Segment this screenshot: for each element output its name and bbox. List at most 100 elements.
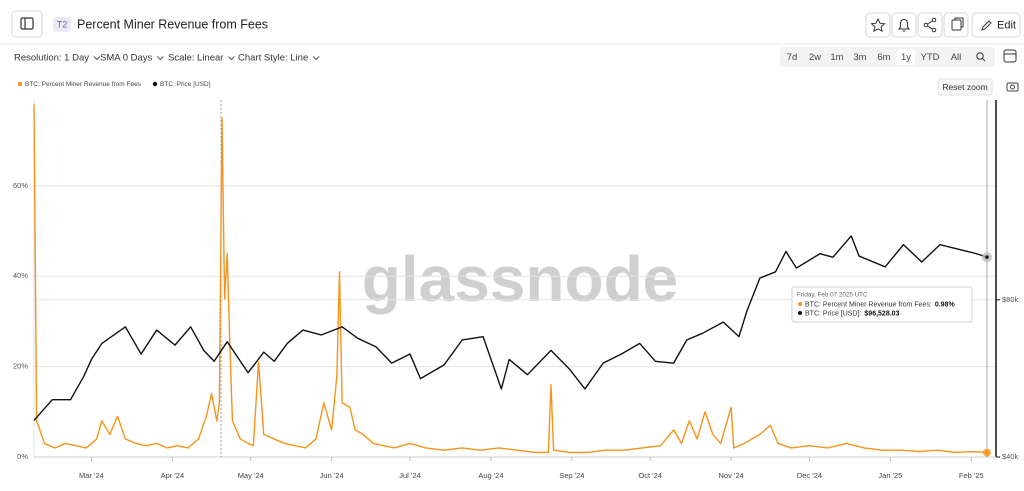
range-button[interactable]: 2w (809, 52, 821, 63)
icon (1006, 82, 1019, 92)
y2-tick-label: $40k (1002, 452, 1019, 461)
reset-zoom: Reset zoom (942, 82, 987, 92)
dropdown[interactable]: Chart Style: Line (238, 53, 320, 64)
page-title: Percent Miner Revenue from Fees (77, 17, 268, 31)
range-button[interactable]: All (951, 52, 962, 63)
tooltip-label: BTC: Price [USD]: (805, 310, 861, 317)
tooltip-swatch (798, 311, 802, 315)
icon (951, 19, 962, 31)
icon (1003, 49, 1017, 63)
button-frame (865, 12, 891, 38)
x-tick-label: Aug '24 (478, 471, 503, 480)
header-bg (0, 0, 1024, 44)
icon (1010, 84, 1015, 90)
button-frame (917, 12, 943, 38)
x-tick-label: Nov '24 (719, 471, 744, 480)
share-button[interactable] (917, 12, 943, 38)
chevron (93, 56, 101, 61)
tooltip: Friday, Feb 07 2025 UTC BTC: Percent Mine… (791, 286, 973, 323)
camera-button[interactable] (1006, 82, 1019, 92)
x-tick-label: Dec '24 (797, 471, 822, 480)
dropdown-label: Scale: Linear (168, 53, 223, 64)
range-button[interactable]: 1y (901, 52, 911, 63)
chevron (312, 56, 320, 61)
icon (931, 27, 937, 33)
range-bg (780, 47, 995, 67)
sidebar-toggle[interactable] (11, 10, 43, 38)
legend-label: BTC: Percent Miner Revenue from Fees (25, 81, 142, 88)
x-tick-label: May '24 (238, 471, 264, 480)
end-dot (985, 450, 989, 455)
range-button[interactable]: YTD (921, 52, 940, 63)
button-frame (891, 12, 917, 38)
legend-item[interactable]: BTC: Percent Miner Revenue from Fees (17, 81, 142, 88)
icon (976, 52, 984, 60)
x-tick-label: Mar '24 (79, 471, 104, 480)
tooltip-box (791, 286, 973, 323)
copy-button[interactable] (943, 12, 969, 38)
y-tick-label: 40% (13, 271, 28, 280)
icon (981, 20, 992, 31)
legend-swatch (17, 81, 23, 87)
x-tick-label: Apr '24 (161, 471, 185, 480)
button-frame (943, 12, 969, 38)
x-tick-label: Oct '24 (638, 471, 662, 480)
favorite-button[interactable] (865, 12, 891, 38)
x-tick-label: Jan '25 (878, 471, 902, 480)
tooltip-value: $96,528.03 (864, 310, 899, 317)
tooltip-value: 0.98% (935, 301, 956, 308)
range-button[interactable]: 6m (877, 52, 890, 63)
icon (954, 17, 964, 28)
badge-bg (53, 17, 71, 32)
dropdown-label: Resolution: 1 Day (14, 53, 89, 64)
icon (927, 20, 933, 30)
range-button[interactable]: 3m (853, 52, 866, 63)
dropdown[interactable]: SMA 0 Days (100, 53, 164, 64)
watermark: glassnode (362, 243, 679, 315)
x-tick-label: Jul '24 (399, 471, 420, 480)
range-button[interactable]: 7d (787, 52, 798, 63)
tooltip-label: BTC: Percent Miner Revenue from Fees: (805, 301, 932, 308)
zoom-button[interactable] (976, 52, 986, 62)
tooltip-swatch (798, 302, 802, 306)
dropdown-label: SMA 0 Days (100, 53, 153, 64)
edit-label: Edit (997, 19, 1016, 31)
alert-button[interactable] (891, 12, 917, 38)
legend-label: BTC: Price [USD] (160, 81, 211, 88)
button-frame (937, 78, 993, 96)
legend: BTC: Percent Miner Revenue from Fees BTC:… (17, 81, 211, 88)
header: T2 Percent Miner Revenue from Fees Edit (0, 0, 1024, 45)
controls: Resolution: 1 Day SMA 0 Days Scale: Linear… (14, 53, 320, 64)
legend-swatch (152, 81, 158, 87)
badge: T2 (57, 19, 68, 29)
reset-zoom-button[interactable]: Reset zoom (937, 78, 993, 96)
series-line (33, 104, 988, 454)
y2-tick-label: $80k (1002, 295, 1019, 304)
chevron (228, 56, 235, 61)
calendar-button[interactable] (1003, 49, 1017, 63)
icon (897, 18, 911, 32)
range-button[interactable]: 1m (830, 52, 843, 63)
button-frame (971, 12, 1021, 38)
icon (931, 17, 937, 23)
tooltip-date: Friday, Feb 07 2025 UTC (797, 292, 868, 299)
dropdown[interactable]: Resolution: 1 Day (14, 53, 101, 64)
dropdown[interactable]: Scale: Linear (168, 53, 235, 64)
y-tick-label: 20% (13, 362, 28, 371)
range-active (897, 49, 915, 65)
chart: 0% 20% 40% 60% $40k $80k Mar '24 Apr '24 May '24… (13, 100, 1019, 480)
y-tick-label: 0% (17, 452, 28, 461)
series-line (33, 235, 988, 421)
legend-item[interactable]: BTC: Price [USD] (152, 81, 211, 88)
y-tick-label: 60% (13, 181, 28, 190)
edit-button[interactable]: Edit (971, 12, 1021, 38)
icon (982, 58, 986, 62)
x-tick-label: Feb '25 (959, 471, 984, 480)
icon (870, 17, 886, 33)
end-dot (985, 255, 989, 259)
x-tick-label: Jun '24 (320, 471, 344, 480)
dropdown-label: Chart Style: Line (238, 53, 308, 64)
icon (20, 17, 34, 30)
range-selector: 7d 2w 1m 3m 6m 1y YTD All (780, 47, 995, 67)
